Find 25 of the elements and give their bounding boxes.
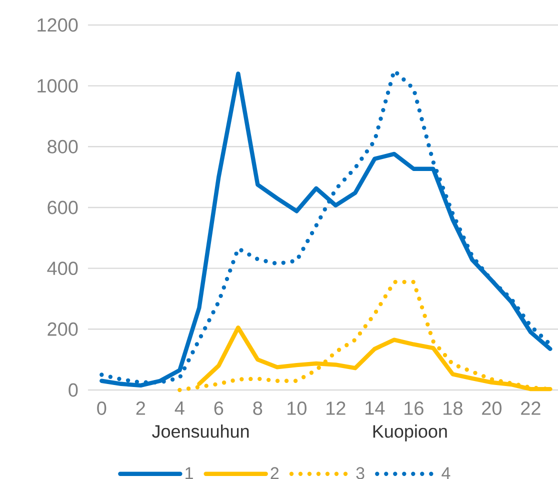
legend-label: 1 — [186, 467, 193, 479]
x-tick-label: 4 — [174, 402, 184, 415]
y-tick-label: 1000 — [38, 79, 78, 93]
y-tick-label: 600 — [48, 200, 78, 214]
y-tick-label: 0 — [68, 383, 78, 397]
legend-label: 2 — [270, 467, 279, 479]
y-tick-label: 1200 — [38, 18, 78, 32]
y-tick-label: 800 — [48, 140, 78, 154]
y-tick-label: 400 — [47, 262, 78, 276]
x-tick-label: 22 — [521, 402, 540, 415]
legend-label: 4 — [442, 467, 450, 479]
text: Joensuuhun — [152, 424, 249, 438]
x-tick-label: 10 — [288, 402, 306, 415]
x-tick-label: 14 — [366, 402, 385, 415]
x-tick-label: 18 — [444, 402, 462, 415]
x-tick-label: 8 — [253, 402, 262, 415]
x-tick-label: 12 — [326, 402, 346, 415]
legend-label: 3 — [356, 467, 364, 479]
x-tick-label: 16 — [404, 402, 424, 415]
x-tick-label: 0 — [97, 402, 106, 415]
x-tick-label: 20 — [482, 402, 502, 415]
y-tick-label: 200 — [48, 322, 78, 336]
x-tick-label: 2 — [136, 402, 145, 415]
text: Kuopioon — [373, 424, 447, 442]
x-tick-label: 6 — [214, 402, 224, 415]
